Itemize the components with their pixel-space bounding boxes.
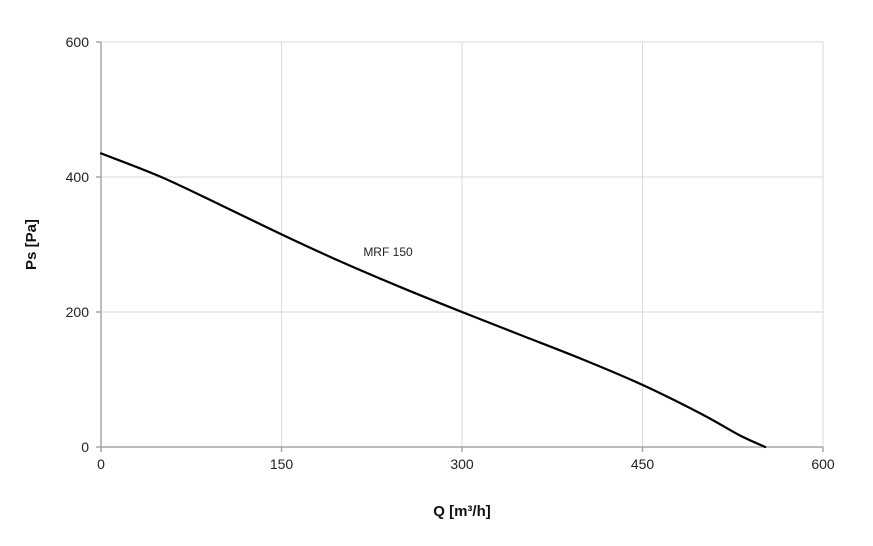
x-axis-ticks: 0 150 300 450 600 [97,447,835,472]
series-line-mrf-150 [99,152,767,449]
y-tick-label: 0 [81,439,89,455]
x-tick-label: 0 [97,456,105,472]
y-axis-title: Ps [Pa] [23,219,40,270]
x-tick-label: 150 [270,456,294,472]
y-axis-ticks: 0 200 400 600 [66,34,101,455]
annotations: MRF 150 [363,245,413,259]
y-tick-label: 600 [66,34,90,50]
series-group [99,152,767,449]
x-tick-label: 450 [631,456,655,472]
grid [101,41,824,447]
y-tick-label: 400 [66,169,90,185]
y-tick-label: 200 [66,304,90,320]
x-tick-label: 600 [811,456,835,472]
series-label: MRF 150 [363,245,413,259]
x-tick-label: 300 [450,456,474,472]
x-axis-title: Q [m³/h] [433,503,491,520]
